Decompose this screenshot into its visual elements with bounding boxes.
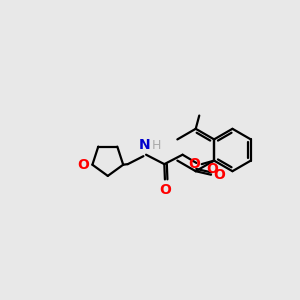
Text: O: O <box>159 183 171 197</box>
Text: O: O <box>207 162 218 176</box>
Text: H: H <box>152 139 161 152</box>
Text: O: O <box>188 157 200 171</box>
Text: N: N <box>139 138 150 152</box>
Text: O: O <box>213 168 225 182</box>
Text: O: O <box>77 158 89 172</box>
